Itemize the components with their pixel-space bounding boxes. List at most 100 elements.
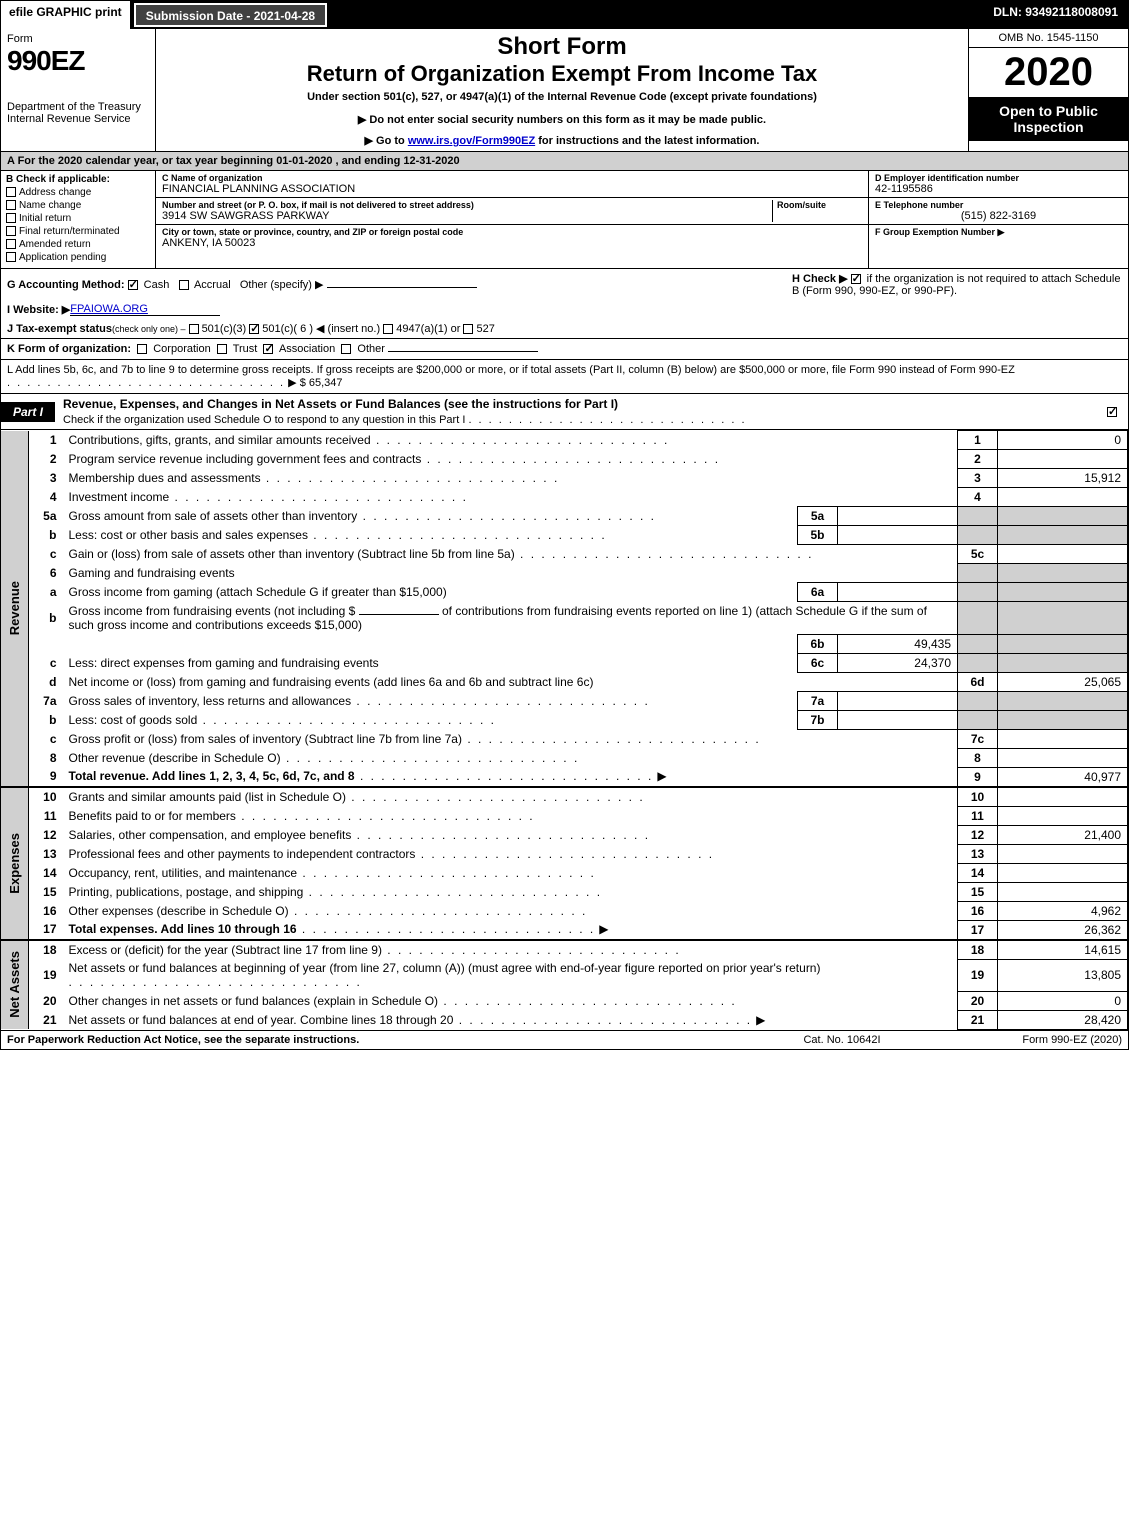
- line-num: a: [29, 582, 65, 601]
- check-label: Application pending: [19, 252, 106, 263]
- org-name: FINANCIAL PLANNING ASSOCIATION: [162, 183, 862, 195]
- check-initial-return[interactable]: Initial return: [6, 213, 150, 224]
- part1-title: Revenue, Expenses, and Changes in Net As…: [55, 394, 1107, 414]
- grey-cell: [958, 507, 998, 526]
- g-other-field[interactable]: [327, 287, 477, 288]
- line-16: 16 Other expenses (describe in Schedule …: [1, 901, 1128, 920]
- dots-icon: [346, 790, 645, 804]
- line-desc: Gaming and fundraising events: [65, 564, 958, 583]
- line-amount: [998, 806, 1128, 825]
- check-address-change[interactable]: Address change: [6, 187, 150, 198]
- desc-text: Other revenue (describe in Schedule O): [69, 751, 281, 765]
- line-ref: 5c: [958, 545, 998, 564]
- sub-ref: 7b: [798, 710, 838, 729]
- check-application-pending[interactable]: Application pending: [6, 252, 150, 263]
- line-ref: 18: [958, 940, 998, 960]
- desc-text: Printing, publications, postage, and shi…: [69, 885, 304, 899]
- line-ref: 10: [958, 787, 998, 807]
- g-accrual: Accrual: [194, 279, 231, 291]
- line-desc: Membership dues and assessments: [65, 469, 958, 488]
- desc-text: Membership dues and assessments: [69, 471, 261, 485]
- line-21: 21 Net assets or fund balances at end of…: [1, 1010, 1128, 1029]
- dots-icon: [468, 414, 746, 426]
- line-num: b: [29, 601, 65, 634]
- checkbox-h-icon[interactable]: [851, 274, 861, 284]
- footer-right: Form 990-EZ (2020): [922, 1034, 1122, 1046]
- check-name-change[interactable]: Name change: [6, 200, 150, 211]
- fundraising-blank[interactable]: [359, 614, 439, 615]
- row-l: L Add lines 5b, 6c, and 7b to line 9 to …: [1, 360, 1128, 394]
- desc-text: Less: cost of goods sold: [69, 713, 198, 727]
- sub-ref: 5a: [798, 507, 838, 526]
- dots-icon: [297, 866, 596, 880]
- grey-cell: [998, 601, 1128, 634]
- check-label: Name change: [19, 200, 81, 211]
- checkbox-other-icon[interactable]: [341, 344, 351, 354]
- line-desc: Less: cost or other basis and sales expe…: [65, 526, 798, 545]
- line-10: Expenses 10 Grants and similar amounts p…: [1, 787, 1128, 807]
- checkbox-accrual-icon[interactable]: [179, 280, 189, 290]
- k-label: K Form of organization:: [7, 343, 131, 355]
- line-ref: 9: [958, 767, 998, 787]
- checkbox-part1-icon[interactable]: [1107, 407, 1117, 417]
- line-14: 14 Occupancy, rent, utilities, and maint…: [1, 863, 1128, 882]
- line-20: 20 Other changes in net assets or fund b…: [1, 991, 1128, 1010]
- line-8: 8 Other revenue (describe in Schedule O)…: [1, 748, 1128, 767]
- website-link[interactable]: FPAIOWA.ORG: [70, 303, 220, 316]
- grey-cell: [998, 653, 1128, 672]
- line-amount: [998, 882, 1128, 901]
- line-5c: c Gain or (loss) from sale of assets oth…: [1, 545, 1128, 564]
- line-amount: [998, 488, 1128, 507]
- checkbox-501c-icon[interactable]: [249, 324, 259, 334]
- line-num: 2: [29, 450, 65, 469]
- entity-block: B Check if applicable: Address change Na…: [1, 171, 1128, 269]
- line-num: 13: [29, 844, 65, 863]
- checkbox-cash-icon[interactable]: [128, 280, 138, 290]
- line-ref: 21: [958, 1010, 998, 1029]
- return-title: Return of Organization Exempt From Incom…: [166, 61, 958, 87]
- arrow-icon: [653, 769, 670, 783]
- checkbox-corp-icon[interactable]: [137, 344, 147, 354]
- part1-sub: Check if the organization used Schedule …: [55, 414, 1107, 429]
- form-number: 990EZ: [7, 45, 149, 77]
- efile-label[interactable]: efile GRAPHIC print: [1, 1, 132, 29]
- line-table: Revenue 1 Contributions, gifts, grants, …: [1, 430, 1128, 1030]
- line-desc: Gross income from fundraising events (no…: [65, 601, 958, 634]
- k-other-field[interactable]: [388, 351, 538, 352]
- h-label: H Check ▶: [792, 273, 848, 285]
- line-7c: c Gross profit or (loss) from sales of i…: [1, 729, 1128, 748]
- checkbox-trust-icon[interactable]: [217, 344, 227, 354]
- topbar-spacer: [329, 1, 983, 29]
- line-desc: Occupancy, rent, utilities, and maintena…: [65, 863, 958, 882]
- checkbox-501c3-icon[interactable]: [189, 324, 199, 334]
- line-15: 15 Printing, publications, postage, and …: [1, 882, 1128, 901]
- desc-text: Other changes in net assets or fund bala…: [69, 994, 439, 1008]
- line-11: 11 Benefits paid to or for members 11: [1, 806, 1128, 825]
- goto-link[interactable]: www.irs.gov/Form990EZ: [408, 135, 535, 147]
- line-amount: [998, 545, 1128, 564]
- desc-text: Total revenue. Add lines 1, 2, 3, 4, 5c,…: [69, 769, 355, 783]
- checkbox-assoc-icon[interactable]: [263, 344, 273, 354]
- grey-cell: [998, 582, 1128, 601]
- footer-left: For Paperwork Reduction Act Notice, see …: [7, 1034, 762, 1046]
- line-num: 3: [29, 469, 65, 488]
- check-amended-return[interactable]: Amended return: [6, 239, 150, 250]
- grey-cell: [958, 582, 998, 601]
- footer-row: For Paperwork Reduction Act Notice, see …: [1, 1030, 1128, 1049]
- checkbox-527-icon[interactable]: [463, 324, 473, 334]
- dots-icon: [236, 809, 535, 823]
- dots-icon: [303, 885, 602, 899]
- check-final-return[interactable]: Final return/terminated: [6, 226, 150, 237]
- line-7b: b Less: cost of goods sold 7b: [1, 710, 1128, 729]
- sub-amount: [838, 691, 958, 710]
- line-desc: Less: direct expenses from gaming and fu…: [65, 653, 798, 672]
- line-6b-1: b Gross income from fundraising events (…: [1, 601, 1128, 634]
- checkbox-4947-icon[interactable]: [383, 324, 393, 334]
- header-right: OMB No. 1545-1150 2020 Open to Public In…: [968, 29, 1128, 151]
- header-mid: Short Form Return of Organization Exempt…: [156, 29, 968, 151]
- line-6c: c Less: direct expenses from gaming and …: [1, 653, 1128, 672]
- sub-amount: 24,370: [838, 653, 958, 672]
- g-label: G Accounting Method:: [7, 279, 125, 291]
- sub-ref: 7a: [798, 691, 838, 710]
- dots-icon: [382, 943, 681, 957]
